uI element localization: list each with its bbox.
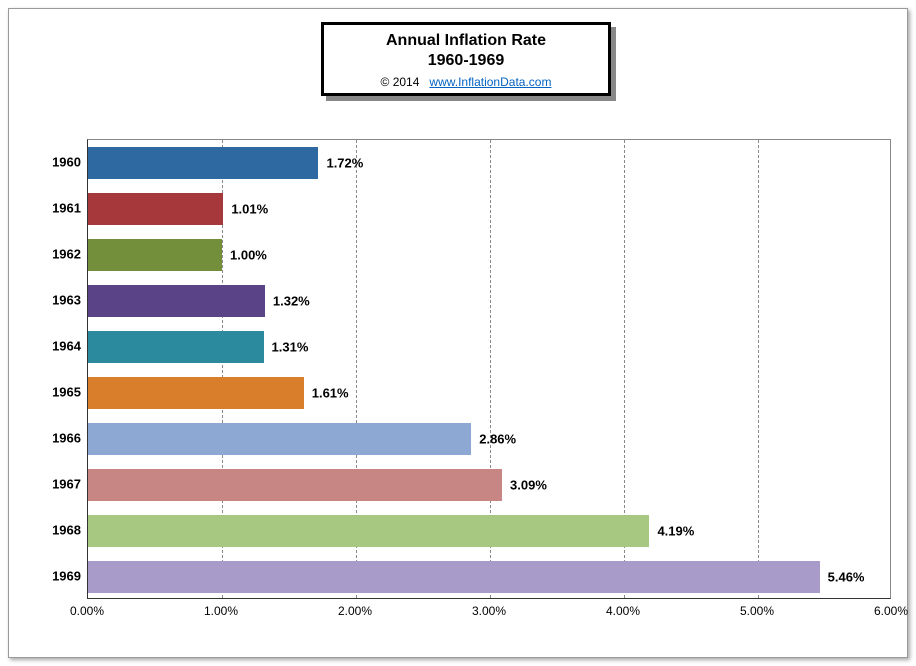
copyright-text: © 2014 (381, 75, 420, 89)
y-tick-label: 1962 (21, 247, 81, 262)
bar (88, 515, 649, 547)
source-link[interactable]: www.InflationData.com (429, 75, 551, 89)
y-tick-label: 1964 (21, 339, 81, 354)
y-tick-label: 1961 (21, 201, 81, 216)
x-tick-label: 6.00% (874, 604, 908, 618)
gridline (758, 140, 759, 598)
bar-value-label: 2.86% (471, 432, 516, 447)
bar-value-label: 1.72% (318, 156, 363, 171)
title-box: Annual Inflation Rate 1960-1969 © 2014 w… (321, 22, 611, 96)
chart-subtitle: © 2014 www.InflationData.com (324, 75, 608, 89)
bar (88, 285, 265, 317)
bar (88, 331, 264, 363)
x-tick-label: 4.00% (606, 604, 640, 618)
x-tick-label: 0.00% (70, 604, 104, 618)
bar (88, 239, 222, 271)
chart-title-line1: Annual Inflation Rate (324, 31, 608, 51)
x-tick-label: 5.00% (740, 604, 774, 618)
bar (88, 193, 223, 225)
y-tick-label: 1967 (21, 477, 81, 492)
chart-title-line2: 1960-1969 (324, 51, 608, 71)
bar-value-label: 3.09% (502, 478, 547, 493)
bar (88, 147, 318, 179)
bar-value-label: 1.31% (264, 340, 309, 355)
x-tick-label: 1.00% (204, 604, 238, 618)
y-tick-label: 1968 (21, 523, 81, 538)
bar-value-label: 1.32% (265, 294, 310, 309)
bar-value-label: 1.01% (223, 202, 268, 217)
y-tick-label: 1966 (21, 431, 81, 446)
bar (88, 377, 304, 409)
y-tick-label: 1963 (21, 293, 81, 308)
y-tick-label: 1965 (21, 385, 81, 400)
x-tick-label: 3.00% (472, 604, 506, 618)
bar-value-label: 5.46% (820, 570, 865, 585)
plot-area: 1.72% 1.01% 1.00% 1.32% 1.31% 1.61% 2.86% 3.09%… (87, 139, 891, 599)
bar-value-label: 4.19% (649, 524, 694, 539)
bar (88, 423, 471, 455)
y-tick-label: 1969 (21, 569, 81, 584)
y-tick-label: 1960 (21, 155, 81, 170)
bar (88, 469, 502, 501)
chart-frame: Annual Inflation Rate 1960-1969 © 2014 w… (8, 8, 908, 658)
bar (88, 561, 820, 593)
x-tick-label: 2.00% (338, 604, 372, 618)
bar-value-label: 1.00% (222, 248, 267, 263)
bar-value-label: 1.61% (304, 386, 349, 401)
